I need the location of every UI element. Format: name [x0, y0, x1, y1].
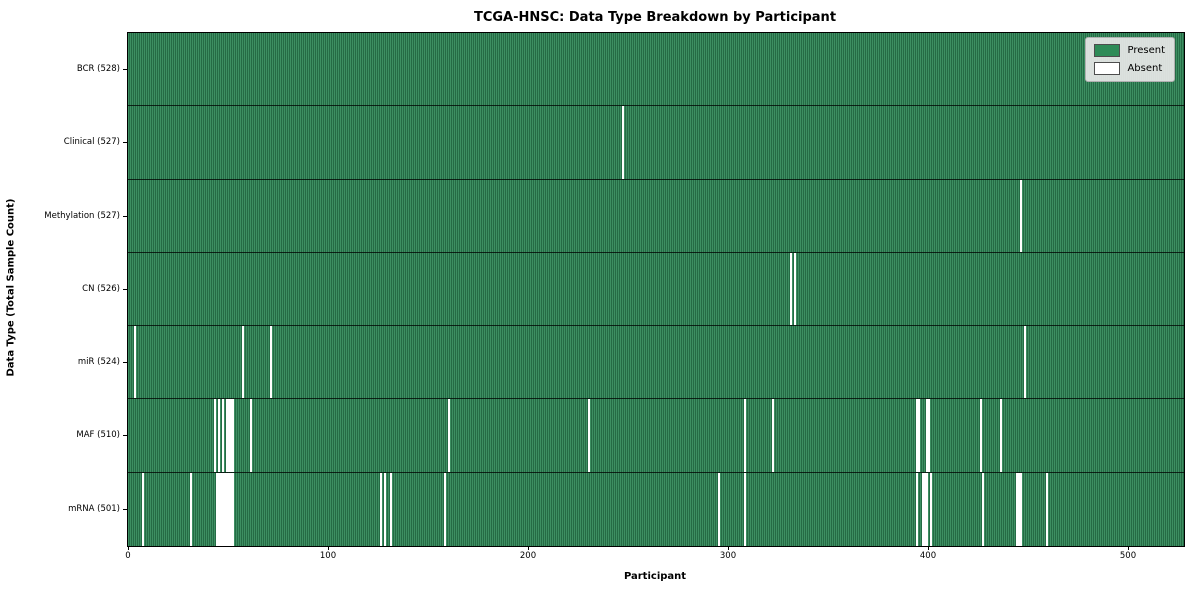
absent-mark	[922, 473, 924, 546]
x-tick-mark	[1128, 546, 1129, 550]
x-tick-mark	[728, 546, 729, 550]
absent-mark	[444, 473, 446, 546]
y-tick-label-CN: CN (526)	[82, 283, 120, 294]
legend-label: Absent	[1127, 63, 1163, 74]
absent-mark	[218, 399, 220, 472]
absent-mark	[270, 326, 272, 398]
legend-swatch-present	[1094, 44, 1121, 57]
heatmap-row-miR	[128, 326, 1184, 399]
legend-swatch-absent	[1094, 62, 1121, 75]
absent-mark	[918, 399, 920, 472]
y-tick-mark	[123, 69, 127, 70]
absent-mark	[390, 473, 392, 546]
legend-entry-present: Present	[1094, 44, 1165, 57]
legend-entry-absent: Absent	[1094, 62, 1165, 75]
absent-mark	[772, 399, 774, 472]
y-tick-mark	[123, 509, 127, 510]
x-tick-mark	[328, 546, 329, 550]
x-tick-label-100: 100	[319, 551, 337, 561]
legend: Present Absent	[1085, 37, 1175, 82]
absent-mark	[718, 473, 720, 546]
x-tick-label-300: 300	[719, 551, 737, 561]
absent-mark	[214, 399, 216, 472]
absent-mark	[1046, 473, 1048, 546]
absent-mark	[622, 106, 624, 179]
x-tick-label-0: 0	[125, 551, 131, 561]
absent-mark	[250, 399, 252, 472]
x-tick-mark	[128, 546, 129, 550]
absent-mark	[924, 473, 926, 546]
absent-mark	[228, 473, 230, 546]
absent-mark	[230, 473, 232, 546]
absent-mark	[220, 473, 222, 546]
absent-mark	[228, 399, 230, 472]
y-tick-mark	[123, 216, 127, 217]
x-tick-label-500: 500	[1119, 551, 1137, 561]
absent-mark	[226, 473, 228, 546]
absent-mark	[794, 253, 796, 325]
chart-title: TCGA-HNSC: Data Type Breakdown by Partic…	[473, 10, 837, 25]
absent-mark	[224, 473, 226, 546]
y-tick-mark	[123, 142, 127, 143]
absent-mark	[230, 399, 232, 472]
absent-mark	[222, 473, 224, 546]
absent-mark	[1020, 180, 1022, 252]
absent-mark	[980, 399, 982, 472]
absent-mark	[790, 253, 792, 325]
absent-mark	[380, 473, 382, 546]
heatmap-row-Clinical	[128, 106, 1184, 180]
y-tick-label-MAF: MAF (510)	[76, 430, 120, 440]
absent-mark	[1020, 473, 1022, 546]
absent-mark	[232, 473, 234, 546]
absent-mark	[222, 399, 224, 472]
heatmap-row-BCR	[128, 33, 1184, 106]
absent-mark	[1000, 399, 1002, 472]
absent-mark	[982, 473, 984, 546]
y-tick-mark	[123, 289, 127, 290]
absent-mark	[926, 399, 928, 472]
y-tick-label-mRNA: mRNA (501)	[68, 503, 120, 514]
absent-mark	[926, 473, 928, 546]
y-tick-mark	[123, 362, 127, 363]
absent-mark	[744, 399, 746, 472]
absent-mark	[448, 399, 450, 472]
absent-mark	[1018, 473, 1020, 546]
y-tick-label-BCR: BCR (528)	[76, 63, 120, 74]
y-tick-label-miR: miR (524)	[77, 356, 120, 367]
absent-mark	[142, 473, 144, 546]
y-tick-mark	[123, 435, 127, 436]
absent-mark	[226, 399, 228, 472]
absent-mark	[744, 473, 746, 546]
absent-mark	[242, 326, 244, 398]
legend-label: Present	[1127, 45, 1165, 56]
absent-mark	[1016, 473, 1018, 546]
heatmap-row-mRNA	[128, 473, 1184, 546]
heatmap-row-CN	[128, 253, 1184, 326]
absent-mark	[232, 399, 234, 472]
absent-mark	[384, 473, 386, 546]
x-tick-mark	[928, 546, 929, 550]
absent-mark	[190, 473, 192, 546]
heatmap-row-Methylation	[128, 180, 1184, 253]
x-tick-label-400: 400	[919, 551, 937, 561]
absent-mark	[134, 326, 136, 398]
y-tick-label-Methylation: Methylation (527)	[44, 210, 120, 221]
absent-mark	[916, 473, 918, 546]
absent-mark	[930, 473, 932, 546]
absent-mark	[588, 399, 590, 472]
y-tick-label-Clinical: Clinical (527)	[63, 137, 120, 147]
absent-mark	[218, 473, 220, 546]
absent-mark	[928, 399, 930, 472]
absent-mark	[216, 473, 218, 546]
x-axis-title: Participant	[623, 571, 687, 582]
x-tick-label-200: 200	[519, 551, 537, 561]
heatmap-row-MAF	[128, 399, 1184, 473]
absent-mark	[916, 399, 918, 472]
x-tick-mark	[528, 546, 529, 550]
absent-mark	[1024, 326, 1026, 398]
plot-area	[127, 32, 1185, 547]
